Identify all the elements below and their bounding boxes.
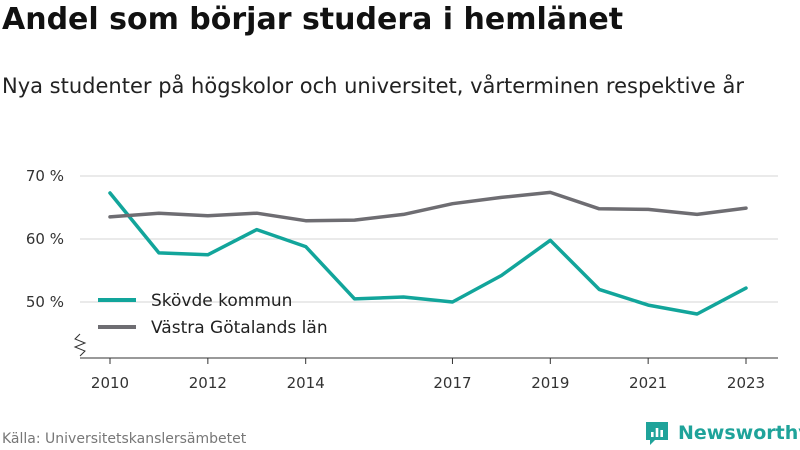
source-note: Källa: Universitetskanslersämbetet xyxy=(2,431,247,447)
x-tick-label: 2021 xyxy=(629,374,667,392)
chart-title: Andel som börjar studera i hemlänet xyxy=(2,2,624,37)
series-line-skovde xyxy=(108,191,748,316)
x-tick-label: 2010 xyxy=(91,374,129,392)
newsworthy-logo-icon xyxy=(646,422,668,445)
y-tick-label: 70 % xyxy=(26,167,64,185)
legend-label: Västra Götalands län xyxy=(151,318,328,338)
legend-label: Skövde kommun xyxy=(151,291,292,311)
brand-name: Newsworthy xyxy=(678,422,800,444)
y-tick-label: 50 % xyxy=(26,293,64,311)
brand-logo: Newsworthy xyxy=(644,420,800,446)
x-tick-label: 2014 xyxy=(287,374,325,392)
chart-subtitle: Nya studenter på högskolor och universit… xyxy=(2,74,744,98)
line-chart: 50 % 60 % 70 % 2010 2012 2014 2017 2019 2021 2023… xyxy=(26,167,778,392)
x-tick-label: 2012 xyxy=(189,374,227,392)
x-tick-label: 2023 xyxy=(727,374,765,392)
y-tick-label: 60 % xyxy=(26,230,64,248)
series-line-vastra-gotaland xyxy=(108,190,748,223)
x-tick-label: 2019 xyxy=(531,374,569,392)
x-tick-label: 2017 xyxy=(433,374,471,392)
axis-break-icon xyxy=(73,333,87,357)
